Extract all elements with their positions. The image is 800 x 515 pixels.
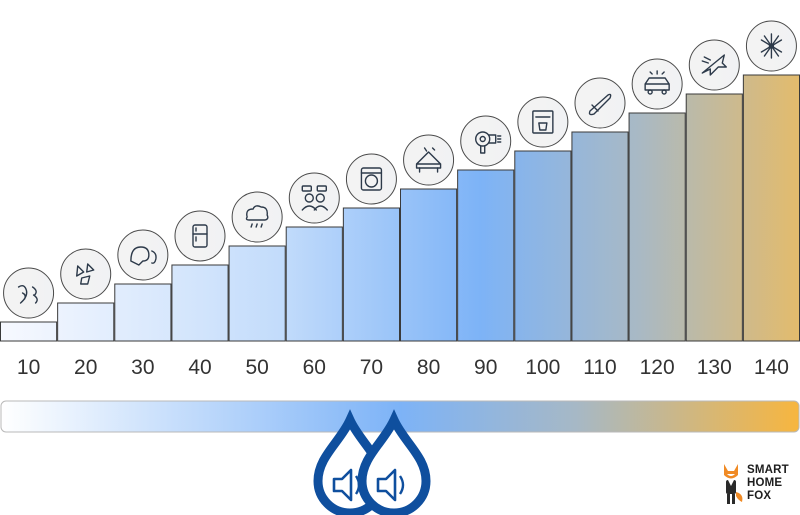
jet-fighter-icon <box>688 39 740 91</box>
coffee-machine-icon <box>517 96 569 148</box>
falling-leaves-icon <box>60 248 112 300</box>
bar-60 <box>285 226 343 342</box>
icon-circle-50 <box>231 191 283 243</box>
speaker-drop-right-icon <box>357 409 431 515</box>
bar-10 <box>0 321 58 342</box>
x-tick-labels: 10 20 30 40 50 60 70 80 90 100 110 120 130 140 <box>17 356 789 379</box>
bar-110 <box>571 131 629 342</box>
fox-mascot-icon <box>724 464 743 504</box>
x-tick-130: 130 <box>697 356 732 379</box>
bar-130 <box>685 93 743 342</box>
washing-machine-icon <box>345 153 397 205</box>
x-tick-20: 20 <box>74 356 97 379</box>
x-tick-110: 110 <box>583 356 616 379</box>
x-tick-60: 60 <box>303 356 326 379</box>
car-horn-icon <box>631 58 683 110</box>
hair-dryer-icon <box>460 115 512 167</box>
bar-30 <box>114 283 172 342</box>
bar-50 <box>228 245 286 342</box>
icon-circle-90 <box>460 115 512 167</box>
logo-text-fox: FOX <box>747 490 772 502</box>
icon-circle-70 <box>345 153 397 205</box>
x-tick-30: 30 <box>131 356 154 379</box>
bar-90 <box>457 169 515 342</box>
x-tick-90: 90 <box>474 356 497 379</box>
logo-text-smart: SMART <box>747 464 789 476</box>
smart-home-fox-logo: SMART HOME FOX <box>718 458 798 508</box>
icon-circle-20 <box>60 248 112 300</box>
bar-120 <box>628 112 686 342</box>
refrigerator-icon <box>174 210 226 262</box>
chainsaw-icon <box>574 77 626 129</box>
bar-100 <box>514 150 572 342</box>
x-tick-80: 80 <box>417 356 440 379</box>
icon-circle-60 <box>288 172 340 224</box>
bar-40 <box>171 264 229 342</box>
icon-circle-130 <box>688 39 740 91</box>
bars-group <box>0 74 800 342</box>
x-tick-40: 40 <box>188 356 211 379</box>
x-tick-140: 140 <box>754 356 789 379</box>
x-tick-50: 50 <box>245 356 268 379</box>
logo-text-home: HOME <box>747 477 783 489</box>
icon-circles-group <box>3 20 797 319</box>
icon-circle-100 <box>517 96 569 148</box>
rain-cloud-icon <box>231 191 283 243</box>
conversation-ear-icon <box>117 229 169 281</box>
bar-20 <box>57 302 115 342</box>
icon-circle-80 <box>403 134 455 186</box>
icon-circle-10 <box>3 267 55 319</box>
icon-circle-40 <box>174 210 226 262</box>
x-tick-70: 70 <box>360 356 383 379</box>
x-tick-100: 100 <box>525 356 560 379</box>
whisper-icon <box>3 267 55 319</box>
icon-circle-30 <box>117 229 169 281</box>
x-tick-120: 120 <box>640 356 675 379</box>
x-tick-10: 10 <box>17 356 40 379</box>
bar-140 <box>742 74 800 342</box>
bar-70 <box>342 207 401 342</box>
piano-icon <box>403 134 455 186</box>
talking-people-icon <box>288 172 340 224</box>
fireworks-icon <box>745 20 797 72</box>
bar-80 <box>400 188 458 342</box>
